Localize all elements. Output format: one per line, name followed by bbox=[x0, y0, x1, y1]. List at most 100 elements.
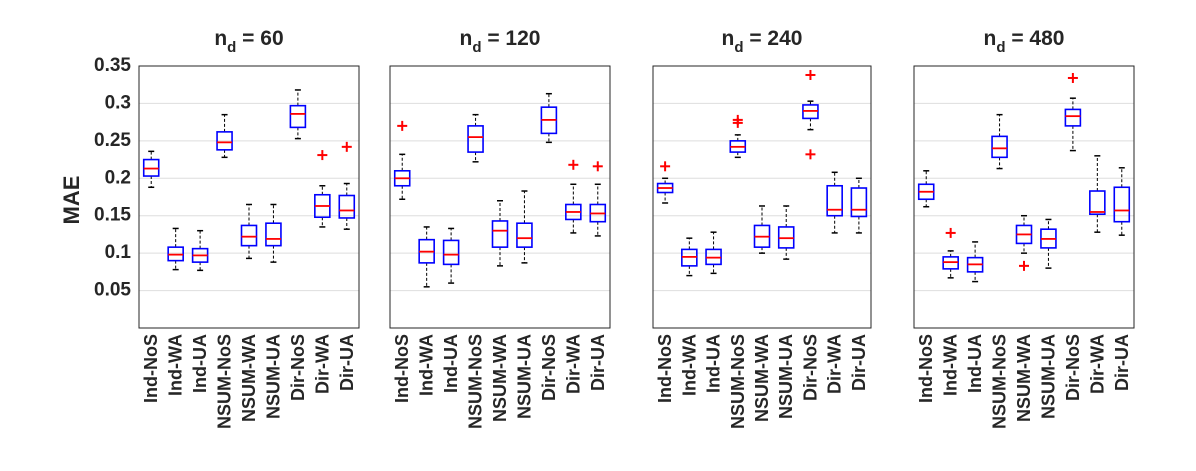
x-tick-label: Ind-NoS bbox=[655, 334, 675, 403]
box-iqr bbox=[467, 125, 484, 153]
axes-frame bbox=[913, 65, 1135, 329]
x-tick-label: NSUM-UA bbox=[1038, 334, 1058, 419]
box-iqr bbox=[850, 187, 868, 218]
box-ind-ua bbox=[966, 241, 984, 283]
x-tick-label: Ind-WA bbox=[417, 334, 437, 396]
box-iqr bbox=[216, 131, 233, 151]
x-tick-label: Dir-WA bbox=[563, 334, 583, 394]
box-ind-nos bbox=[656, 161, 674, 204]
box-ind-nos bbox=[393, 120, 411, 200]
box-dir-wa bbox=[826, 171, 843, 234]
box-dir-nos bbox=[540, 92, 558, 144]
x-tick-label: NSUM-WA bbox=[1014, 334, 1034, 422]
x-tick-label: NSUM-NoS bbox=[215, 334, 235, 429]
panel-1: 0.05 0.1 0.15 0.2 0.25 0.3 0.35 nd = 60 Ind-NoS I… bbox=[94, 27, 360, 429]
x-tick-label: Ind-WA bbox=[941, 334, 961, 396]
x-tick-label: Dir-UA bbox=[1112, 334, 1132, 391]
x-tick-label: Ind-WA bbox=[166, 334, 186, 396]
x-tick-label: Ind-NoS bbox=[916, 334, 936, 403]
box-ind-wa bbox=[681, 237, 698, 277]
box-dir-wa bbox=[1089, 155, 1106, 233]
y-tick-label: 0.35 bbox=[94, 55, 131, 76]
x-tick-label: Dir-NoS bbox=[800, 334, 820, 401]
x-tick-label: NSUM-WA bbox=[239, 334, 259, 422]
x-tick-label: Ind-NoS bbox=[392, 334, 412, 403]
box-nsum-nos bbox=[467, 113, 484, 163]
x-tick-label: NSUM-WA bbox=[752, 334, 772, 422]
box-nsum-wa bbox=[240, 203, 258, 260]
box-nsum-ua bbox=[265, 203, 282, 263]
panel-title: nd = 120 bbox=[460, 27, 541, 56]
x-tick-label: Dir-WA bbox=[312, 334, 332, 394]
box-iqr bbox=[516, 222, 533, 248]
box-iqr bbox=[826, 184, 843, 217]
panel-title: nd = 240 bbox=[722, 27, 803, 56]
box-iqr bbox=[265, 222, 282, 247]
x-tick-label: NSUM-NoS bbox=[728, 334, 748, 429]
box-ind-ua bbox=[442, 227, 460, 284]
box-iqr bbox=[1089, 190, 1106, 216]
box-ind-nos bbox=[142, 150, 160, 189]
x-tick-label: Dir-UA bbox=[588, 334, 608, 391]
box-iqr bbox=[338, 194, 356, 219]
x-tick-label: NSUM-UA bbox=[514, 334, 534, 419]
box-dir-nos bbox=[1064, 72, 1082, 152]
box-iqr bbox=[491, 220, 509, 248]
box-dir-nos bbox=[802, 69, 819, 160]
x-tick-label: NSUM-UA bbox=[776, 334, 796, 419]
box-dir-ua bbox=[850, 177, 868, 234]
box-ind-wa bbox=[167, 227, 184, 271]
x-tick-label: Ind-NoS bbox=[141, 334, 161, 403]
box-dir-ua bbox=[589, 161, 607, 237]
box-dir-wa bbox=[314, 150, 331, 228]
axes-frame bbox=[138, 65, 360, 329]
x-tick-label: Ind-WA bbox=[679, 334, 699, 396]
panel-title: nd = 60 bbox=[214, 27, 283, 56]
box-iqr bbox=[1064, 108, 1082, 127]
y-tick-label: 0.25 bbox=[94, 130, 131, 151]
box-iqr bbox=[991, 135, 1008, 159]
box-nsum-nos bbox=[216, 113, 233, 159]
axes-frame bbox=[389, 65, 611, 329]
box-nsum-ua bbox=[777, 205, 795, 260]
x-tick-label: Dir-WA bbox=[1087, 334, 1107, 394]
box-nsum-wa bbox=[753, 205, 771, 254]
box-dir-ua bbox=[338, 141, 356, 230]
x-tick-label: Dir-NoS bbox=[539, 334, 559, 401]
box-nsum-ua bbox=[1040, 218, 1057, 269]
box-nsum-wa bbox=[491, 199, 509, 267]
x-tick-label: Ind-UA bbox=[441, 334, 461, 393]
box-ind-ua bbox=[705, 231, 722, 275]
box-iqr bbox=[240, 224, 258, 247]
box-ind-wa bbox=[418, 226, 435, 288]
y-tick-label: 0.05 bbox=[94, 280, 131, 301]
box-ind-nos bbox=[917, 170, 935, 208]
x-tick-label: Ind-UA bbox=[704, 334, 724, 393]
x-tick-label: Ind-UA bbox=[965, 334, 985, 393]
x-tick-label: NSUM-NoS bbox=[990, 334, 1010, 429]
box-nsum-nos bbox=[729, 114, 747, 159]
x-tick-label: NSUM-NoS bbox=[466, 334, 486, 429]
box-ind-wa bbox=[942, 227, 959, 279]
box-iqr bbox=[1113, 186, 1131, 223]
box-ind-ua bbox=[191, 229, 209, 272]
x-tick-label: Dir-NoS bbox=[288, 334, 308, 401]
box-dir-ua bbox=[1113, 167, 1131, 236]
x-tick-label: Dir-NoS bbox=[1063, 334, 1083, 401]
y-tick-label: 0.15 bbox=[94, 205, 131, 226]
x-tick-label: NSUM-WA bbox=[490, 334, 510, 422]
y-tick-label: 0.3 bbox=[105, 92, 131, 113]
panel-title: nd = 480 bbox=[984, 27, 1065, 56]
box-iqr bbox=[289, 104, 307, 129]
y-tick-label: 0.2 bbox=[105, 167, 131, 188]
x-tick-label: Dir-UA bbox=[849, 334, 869, 391]
box-nsum-wa bbox=[1015, 214, 1033, 271]
y-tick-label: 0.1 bbox=[105, 242, 132, 263]
x-tick-label: Dir-WA bbox=[825, 334, 845, 394]
box-dir-nos bbox=[289, 89, 307, 140]
box-dir-wa bbox=[565, 159, 582, 234]
